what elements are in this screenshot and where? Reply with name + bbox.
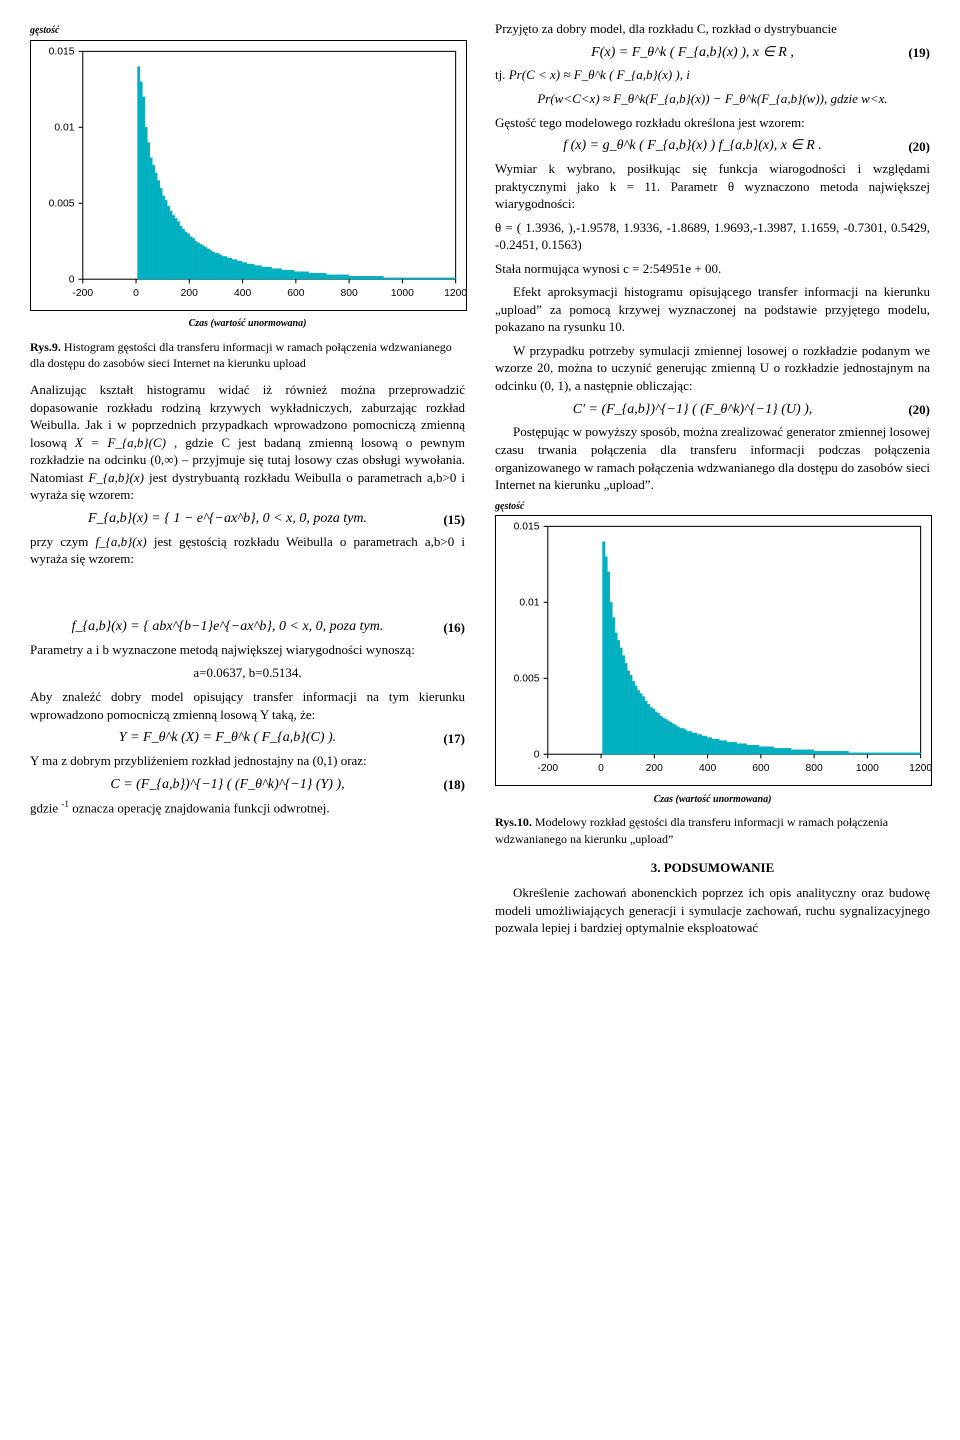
svg-text:0.01: 0.01 — [54, 122, 74, 133]
eq18: C = (F_{a,b})^{−1} ( (F_θ^k)^{−1} (Y) ),… — [30, 776, 465, 795]
svg-text:0: 0 — [133, 287, 139, 298]
caption9-text: Histogram gęstości dla transferu informa… — [30, 340, 452, 370]
eq15: F_{a,b}(x) = { 1 − e^{−ax^b}, 0 < x, 0, … — [30, 510, 465, 529]
eq19: F(x) = F_θ^k ( F_{a,b}(x) ), x ∈ R , (19… — [495, 44, 930, 63]
svg-text:200: 200 — [181, 287, 199, 298]
chart9-histogram: -200 0 200 400 600 800 1000 1200 0 0.005 0.01 0.015 — [30, 40, 467, 311]
right-p5: θ = ( 1.3936, ),-1.9578, 1.9336, -1.8689… — [495, 219, 930, 254]
eq20b-math: C' = (F_{a,b})^{−1} ( (F_θ^k)^{−1} (U) )… — [495, 401, 890, 420]
svg-text:400: 400 — [699, 763, 717, 774]
right-p9: Postępując w powyższy sposób, można zrea… — [495, 423, 930, 493]
svg-text:0.015: 0.015 — [514, 522, 540, 533]
chart9-ylabel: gęstość — [30, 24, 465, 38]
right-p1: Przyjęto za dobry model, dla rozkładu C,… — [495, 20, 930, 38]
chart10-ylabel: gęstość — [495, 500, 930, 514]
eq19-math: F(x) = F_θ^k ( F_{a,b}(x) ), x ∈ R , — [495, 44, 890, 63]
svg-text:1000: 1000 — [391, 287, 414, 298]
inline-Fab: F_{a,b}(x) — [88, 470, 144, 485]
right-p2a: tj. Pr(C < x) ≈ F_θ^k ( F_{a,b}(x) ), i — [495, 66, 930, 84]
svg-text:1000: 1000 — [856, 763, 879, 774]
left-p2: przy czym f_{a,b}(x) jest gęstością rozk… — [30, 533, 465, 568]
svg-text:0.01: 0.01 — [519, 598, 539, 609]
right-p7: Efekt aproksymacji histogramu opisująceg… — [495, 283, 930, 336]
caption10-label: Rys.10. — [495, 815, 532, 829]
svg-text:200: 200 — [646, 763, 664, 774]
svg-text:0.005: 0.005 — [514, 673, 540, 684]
svg-text:800: 800 — [340, 287, 358, 298]
chart10-xlabel: Czas (wartość unormowana) — [495, 793, 930, 807]
eq16-num: (16) — [425, 619, 465, 637]
caption10: Rys.10. Modelowy rozkład gęstości dla tr… — [495, 814, 930, 846]
right-p10: Określenie zachowań abonenckich poprzez … — [495, 884, 930, 937]
right-p6: Stała normująca wynosi c = 2:54951e + 00… — [495, 260, 930, 278]
eq20-math: f (x) = g_θ^k ( F_{a,b}(x) ) f_{a,b}(x),… — [495, 137, 890, 156]
eq20b-num: (20) — [890, 401, 930, 419]
svg-text:-200: -200 — [537, 763, 558, 774]
eq16: f_{a,b}(x) = { abx^{b−1}e^{−ax^b}, 0 < x… — [30, 618, 465, 637]
svg-text:0.015: 0.015 — [49, 46, 75, 57]
svg-text:-200: -200 — [72, 287, 93, 298]
eq19-num: (19) — [890, 44, 930, 62]
eq20-num: (20) — [890, 138, 930, 156]
section-head: 3. PODSUMOWANIE — [495, 859, 930, 877]
caption9: Rys.9. Histogram gęstości dla transferu … — [30, 339, 465, 371]
left-p6b: oznacza operację znajdowania funkcji odw… — [72, 801, 329, 816]
inline-fab: f_{a,b}(x) — [96, 534, 147, 549]
left-p6: gdzie -1 oznacza operację znajdowania fu… — [30, 798, 465, 817]
inline-inv: -1 — [61, 799, 69, 809]
right-p2a-lead: tj. — [495, 67, 509, 82]
eq15-num: (15) — [425, 511, 465, 529]
right-p3: Gęstość tego modelowego rozkładu określo… — [495, 114, 930, 132]
svg-text:0: 0 — [69, 274, 75, 285]
svg-text:1200: 1200 — [444, 287, 467, 298]
chart10-wrap: gęstość -200 0 200 400 600 800 1000 1200 0 0.005 0… — [495, 500, 930, 807]
eq17-num: (17) — [425, 730, 465, 748]
eq18-math: C = (F_{a,b})^{−1} ( (F_θ^k)^{−1} (Y) ), — [30, 776, 425, 795]
left-p4: Aby znaleźć dobry model opisujący transf… — [30, 688, 465, 723]
left-p5: Y ma z dobrym przybliżeniem rozkład jedn… — [30, 752, 465, 770]
caption9-label: Rys.9. — [30, 340, 61, 354]
eq17-math: Y = F_θ^k (X) = F_θ^k ( F_{a,b}(C) ). — [30, 729, 425, 748]
inline-X: X = F_{a,b}(C) — [75, 435, 166, 450]
right-column: Przyjęto za dobry model, dla rozkładu C,… — [495, 20, 930, 943]
svg-text:0: 0 — [598, 763, 604, 774]
caption10-text: Modelowy rozkład gęstości dla transferu … — [495, 815, 888, 845]
svg-text:1200: 1200 — [909, 763, 932, 774]
eq17: Y = F_θ^k (X) = F_θ^k ( F_{a,b}(C) ). (1… — [30, 729, 465, 748]
eq20: f (x) = g_θ^k ( F_{a,b}(x) ) f_{a,b}(x),… — [495, 137, 930, 156]
chart9-wrap: gęstość -200 0 200 400 600 800 1000 1200 0 0.005 0… — [30, 24, 465, 331]
right-p4: Wymiar k wybrano, posiłkując się funkcja… — [495, 160, 930, 213]
svg-text:0.005: 0.005 — [49, 198, 75, 209]
eq16-math: f_{a,b}(x) = { abx^{b−1}e^{−ax^b}, 0 < x… — [30, 618, 425, 637]
left-p3-vals: a=0.0637, b=0.5134. — [30, 664, 465, 682]
chart9-xlabel: Czas (wartość unormowana) — [30, 317, 465, 331]
left-p3: Parametry a i b wyznaczone metodą najwię… — [30, 641, 465, 659]
left-p6a: gdzie — [30, 801, 61, 816]
eq20b: C' = (F_{a,b})^{−1} ( (F_θ^k)^{−1} (U) )… — [495, 401, 930, 420]
eq15-math: F_{a,b}(x) = { 1 − e^{−ax^b}, 0 < x, 0, … — [30, 510, 425, 529]
left-p2a: przy czym — [30, 534, 96, 549]
svg-text:600: 600 — [752, 763, 770, 774]
right-p2b-math: Pr(w<C<x) ≈ F_θ^k(F_{a,b}(x)) − F_θ^k(F_… — [495, 90, 930, 108]
left-p1: Analizując kształt histogramu widać iż r… — [30, 381, 465, 504]
svg-text:0: 0 — [534, 749, 540, 760]
chart10-histogram: -200 0 200 400 600 800 1000 1200 0 0.005 0.01 0.015 — [495, 515, 932, 786]
right-p8: W przypadku potrzeby symulacji zmiennej … — [495, 342, 930, 395]
left-column: gęstość -200 0 200 400 600 800 1000 1200 0 0.005 0… — [30, 20, 465, 943]
svg-text:800: 800 — [805, 763, 823, 774]
eq18-num: (18) — [425, 776, 465, 794]
right-p2a-math: Pr(C < x) ≈ F_θ^k ( F_{a,b}(x) ), i — [509, 67, 690, 82]
svg-text:400: 400 — [234, 287, 252, 298]
svg-text:600: 600 — [287, 287, 305, 298]
